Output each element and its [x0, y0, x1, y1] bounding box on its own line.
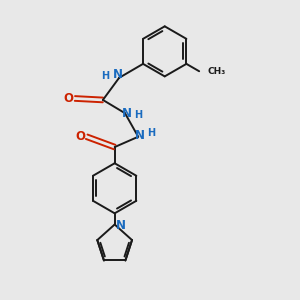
- Text: H: H: [134, 110, 142, 120]
- Text: H: H: [101, 71, 109, 81]
- Text: N: N: [135, 129, 145, 142]
- Text: O: O: [63, 92, 74, 105]
- Text: N: N: [116, 220, 126, 232]
- Text: N: N: [112, 68, 123, 81]
- Text: CH₃: CH₃: [207, 67, 226, 76]
- Text: N: N: [122, 107, 131, 120]
- Text: H: H: [147, 128, 155, 138]
- Text: O: O: [75, 130, 85, 143]
